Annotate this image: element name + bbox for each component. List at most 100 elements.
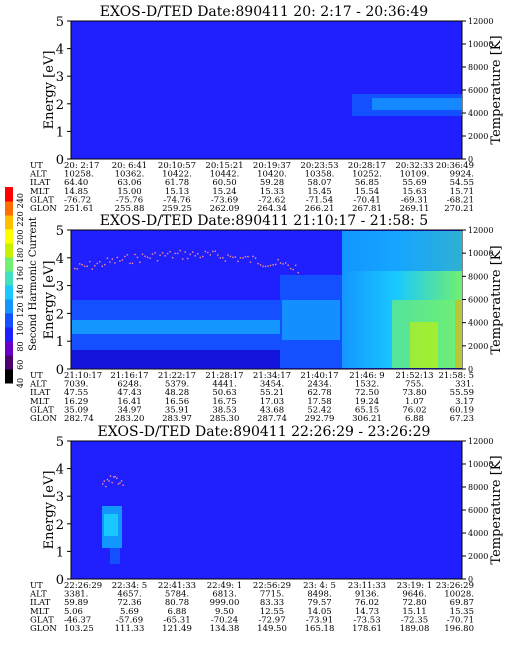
temperature-point xyxy=(154,252,156,254)
temperature-point xyxy=(169,250,171,253)
panel-3-table-cell: 76.02 xyxy=(355,598,379,608)
panel-3-table-cell: 4657. xyxy=(117,590,141,600)
panel-3-table-cell: 5.06 xyxy=(64,607,83,617)
panel-3-table-cell: 9646. xyxy=(402,590,426,600)
colorbar-swatch xyxy=(5,187,13,202)
panel-3-burst-tail xyxy=(110,548,120,564)
panel-2-y2label: Temperature [K] xyxy=(489,245,504,354)
panel-2-table-cell: 292.79 xyxy=(305,414,335,424)
panel-2-table-cell: 2434. xyxy=(307,380,331,390)
panel-2-table-cell: 21:22:17 xyxy=(158,371,196,381)
panel-1-table-cell: 269.11 xyxy=(400,204,430,214)
panel-2-ytick-label: 2 xyxy=(56,307,64,322)
panel-1-table-cell: 251.61 xyxy=(64,204,94,214)
panel-2-table-cell: 50.63 xyxy=(212,388,236,398)
colorbar-tick-label: 200 xyxy=(16,230,25,245)
panel-1-table-cell: 20:36:49 xyxy=(436,161,474,171)
panel-1-row-label: GLON xyxy=(30,204,57,214)
colorbar-swatch xyxy=(5,285,13,300)
colorbar-tick-label: 80 xyxy=(16,341,25,351)
temperature-point xyxy=(212,250,214,253)
temperature-point xyxy=(89,260,91,263)
panel-1-table-cell: 60.50 xyxy=(212,178,236,188)
panel-1-y-axis: 0 1 2 3 4 5 xyxy=(56,15,71,168)
panel-2-y2tick-label: 10000 xyxy=(468,249,493,258)
panel-1-table-cell: 10442. xyxy=(210,170,240,180)
panel-2-band-low xyxy=(72,334,280,350)
panel-2-table-cell: 6.88 xyxy=(405,414,424,424)
temperature-point xyxy=(232,256,234,259)
colorbar-swatch xyxy=(5,299,13,314)
panel-3-table-cell: 23: 4: 5 xyxy=(303,581,336,591)
panel-3-ylabel: Energy [eV] xyxy=(42,471,57,550)
panel-2-table-cell: 21:34:17 xyxy=(253,371,291,381)
panel-1-table-cell: 15.24 xyxy=(212,187,236,197)
panel-3-row-label: UT xyxy=(30,581,43,591)
panel-3-table-cell: 14.05 xyxy=(307,607,331,617)
panel-2-table-cell: 283.97 xyxy=(162,414,192,424)
temperature-point xyxy=(146,256,149,259)
temperature-point xyxy=(139,261,141,263)
temperature-point xyxy=(117,483,120,485)
temperature-point xyxy=(159,254,161,256)
panel-2-row-label: ILAT xyxy=(30,388,51,398)
temperature-point xyxy=(116,256,119,259)
temperature-point xyxy=(171,257,174,259)
panel-3-table-cell: 6.88 xyxy=(168,607,187,617)
temperature-point xyxy=(174,252,176,255)
temperature-point xyxy=(134,253,136,256)
temperature-point xyxy=(264,265,267,268)
colorbar: 40 60 80 100 120 140 160 180 200 220 240 Second Ha… xyxy=(5,187,39,388)
temperature-point xyxy=(122,484,124,486)
temperature-point xyxy=(108,480,110,482)
panel-3-table-cell: 5.69 xyxy=(120,607,139,617)
panel-3-y2tick-label: 6000 xyxy=(468,506,488,515)
colorbar-tick-label: 120 xyxy=(16,302,25,317)
temperature-point xyxy=(277,258,279,261)
temperature-point xyxy=(204,250,206,253)
panel-2-row-label: GLON xyxy=(30,414,57,424)
panel-3-temperature-trace xyxy=(102,475,124,488)
panel-1-table-cell: 15.00 xyxy=(117,187,141,197)
panel-2-table-cell: 43.68 xyxy=(260,405,284,415)
panel-3-ytick-label: 1 xyxy=(56,545,64,560)
panel-1-row-label: ILAT xyxy=(30,178,51,188)
panel-1-row-label: MLT xyxy=(30,187,50,197)
panel-2-band-mid xyxy=(72,320,280,334)
temperature-point xyxy=(219,257,222,259)
panel-3-table-cell: 149.50 xyxy=(257,624,287,634)
temperature-point xyxy=(81,263,83,266)
temperature-point xyxy=(151,253,154,255)
panel-1-table-cell: 10420. xyxy=(257,170,287,180)
panel-1-table-cell: 10109. xyxy=(400,170,430,180)
temperature-point xyxy=(234,256,237,258)
panel-2-table-cell: 21:10:17 xyxy=(64,371,102,381)
colorbar-label: Second Harmonic Current xyxy=(28,217,39,351)
panel-2-ytick-label: 0 xyxy=(56,363,64,378)
temperature-point xyxy=(96,262,98,265)
panel-2-table-cell: 47.43 xyxy=(117,388,141,398)
temperature-point xyxy=(119,260,121,262)
colorbar-swatch xyxy=(5,243,13,258)
panel-1-table-cell: -70.41 xyxy=(353,195,380,205)
panel-2-y2tick-label: 4000 xyxy=(468,319,488,328)
temperature-point xyxy=(217,254,219,256)
panel-3-table-cell: 72.36 xyxy=(117,598,141,608)
panel-3-table-cell: 134.38 xyxy=(210,624,240,634)
temperature-point xyxy=(184,251,186,253)
panel-3-table-cell: 178.61 xyxy=(352,624,382,634)
panel-3-table-cell: 69.87 xyxy=(450,598,474,608)
panel-2-broadband-top xyxy=(342,231,462,271)
panel-1-table-cell: 10422. xyxy=(162,170,192,180)
panel-1-table-cell: 259.25 xyxy=(162,204,192,214)
panel-2-table-cell: 7039. xyxy=(64,380,88,390)
panel-2-y2tick-label: 6000 xyxy=(468,296,488,305)
panel-1-table-cell: 15.63 xyxy=(402,187,426,197)
panel-1-table-cell: 15.71 xyxy=(450,187,474,197)
panel-1-y2-axis: 0 2000 4000 6000 8000 10000 12000 xyxy=(462,17,493,164)
temperature-point xyxy=(76,268,78,270)
panel-2-y2-axis: 0 2000 4000 6000 8000 10000 12000 xyxy=(462,226,493,374)
temperature-point xyxy=(244,255,247,258)
colorbar-tick-label: 40 xyxy=(16,378,25,388)
panel-3-table-cell: 15.35 xyxy=(450,607,474,617)
